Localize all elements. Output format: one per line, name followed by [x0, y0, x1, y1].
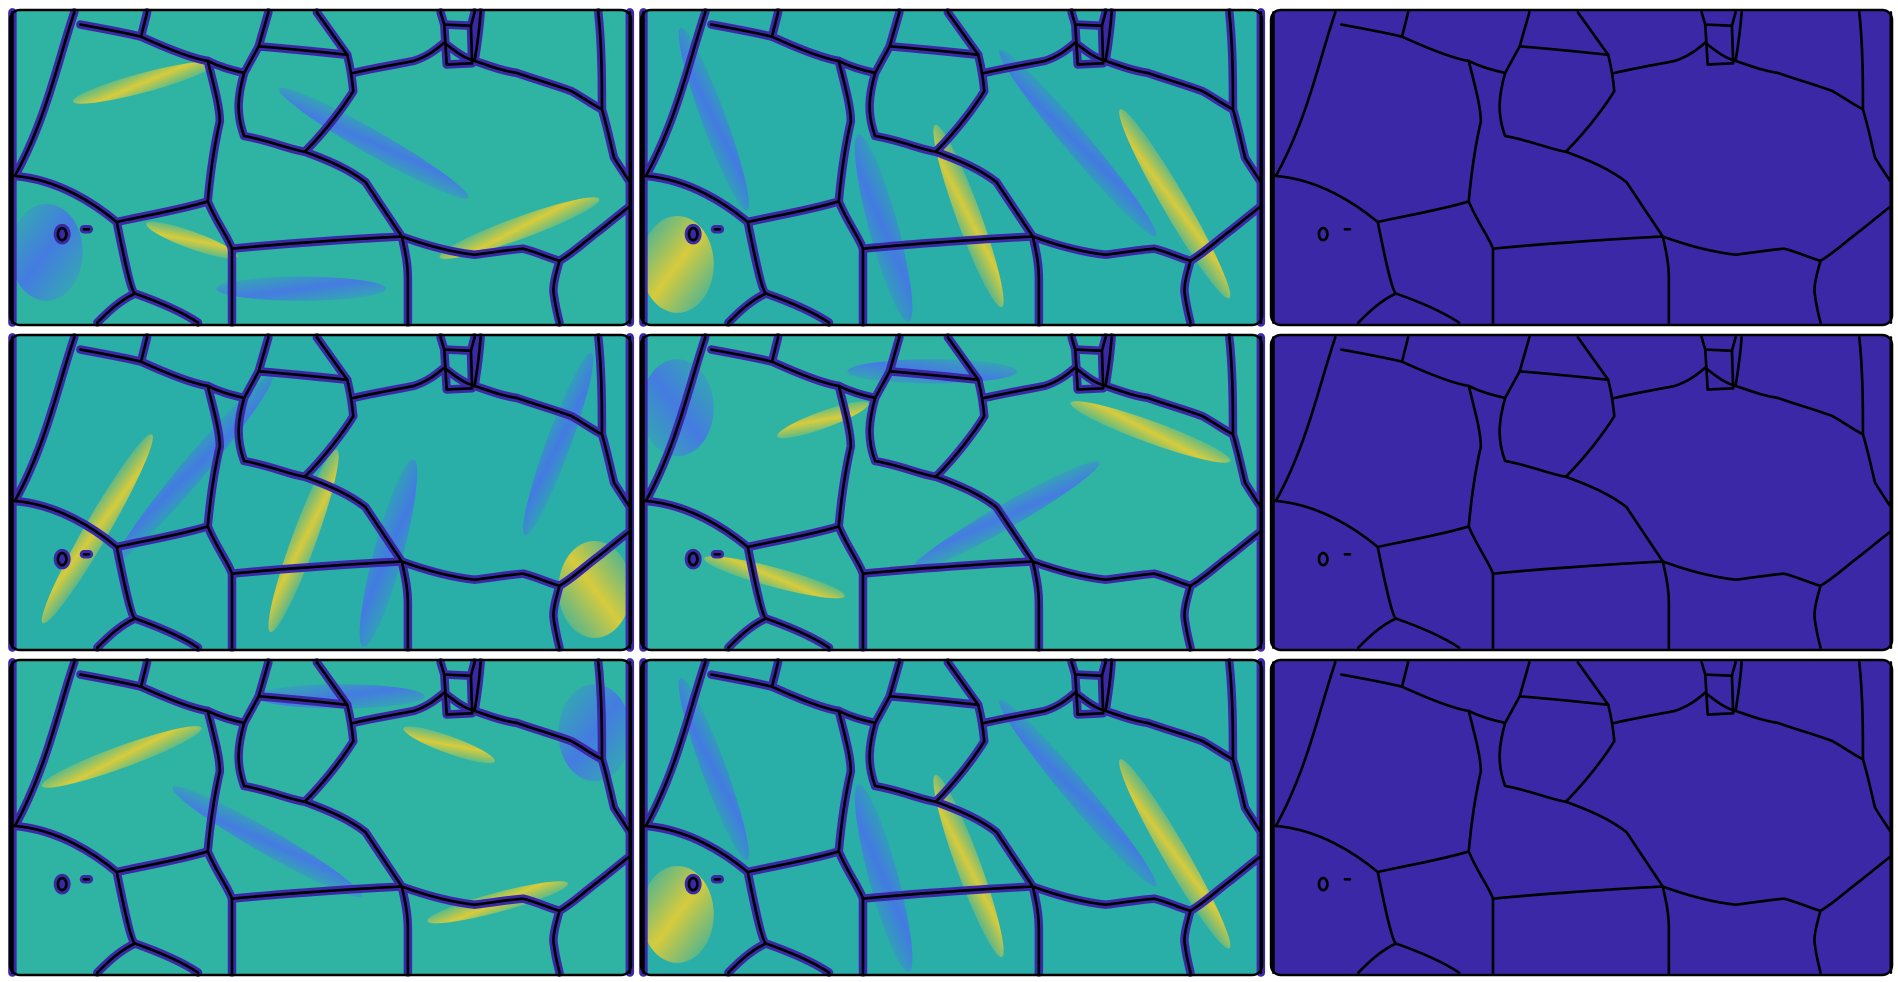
map-panel [1269, 333, 1894, 652]
panel-frame [8, 333, 633, 652]
panel-frame [8, 658, 633, 977]
field-map [1271, 10, 1893, 325]
field-map [10, 10, 632, 325]
map-panel [1269, 8, 1894, 327]
field-map [1271, 335, 1893, 650]
field-map [641, 660, 1263, 976]
map-panel [10, 335, 631, 650]
map-panel [10, 10, 631, 325]
field-map [641, 10, 1263, 326]
panel-frame [1269, 658, 1894, 977]
panel-frame [1269, 333, 1894, 652]
panel-frame [639, 8, 1264, 327]
field-map [10, 660, 632, 975]
field-map [641, 335, 1263, 650]
map-panel [641, 660, 1262, 975]
field-map [10, 335, 632, 651]
panel-frame [8, 8, 633, 327]
map-panel [641, 10, 1262, 325]
map-panel [641, 335, 1262, 650]
panel-frame [639, 333, 1264, 652]
map-panel [10, 660, 631, 975]
panel-frame [1269, 8, 1894, 327]
panel-frame [639, 658, 1264, 977]
map-panel [1269, 658, 1894, 977]
field-map [1271, 660, 1893, 975]
